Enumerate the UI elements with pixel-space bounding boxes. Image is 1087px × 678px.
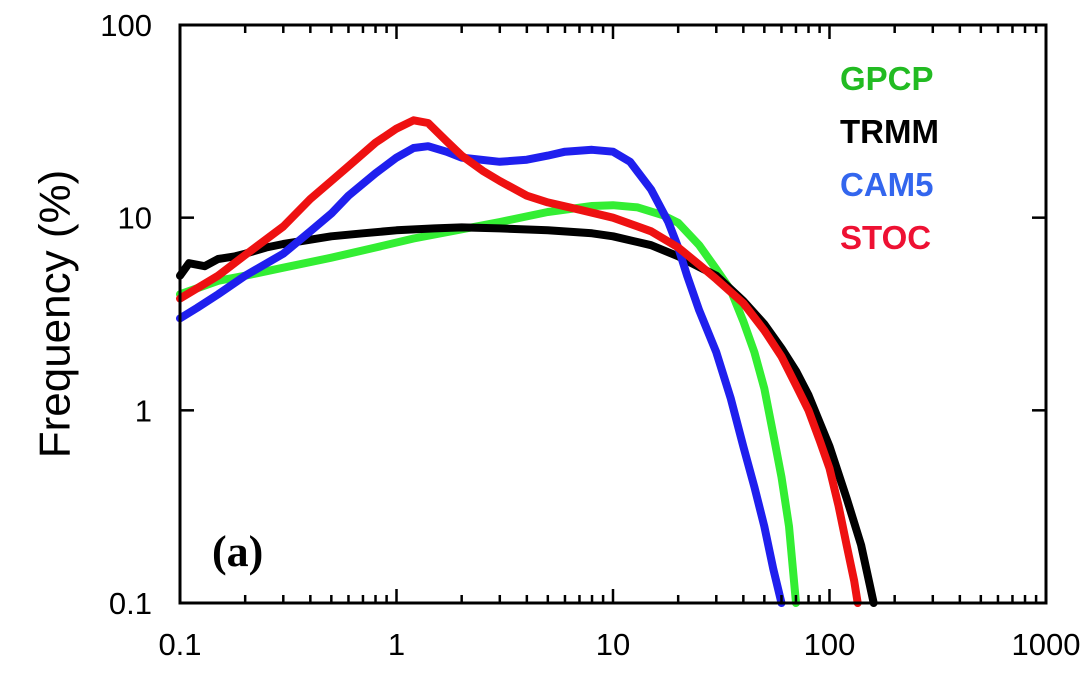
x-tick-label: 10 [596,627,630,662]
x-tick-label: 0.1 [158,627,201,662]
plot-frame [178,23,1048,605]
tick-labels-layer: 0.1 1 10 100 1000 0.1 1 10 100 [100,8,1080,662]
legend: GPCP TRMM CAM5 STOC [840,60,939,256]
y-tick-label: 10 [118,201,152,236]
series-line-cam5 [176,142,786,607]
series-layer [176,116,878,607]
legend-label-stoc: STOC [840,219,931,256]
x-tick-label: 1 [388,627,405,662]
series-line-stoc [176,116,862,607]
y-tick-label: 1 [135,393,152,428]
y-tick-label: 0.1 [109,586,152,621]
y-tick-label: 100 [100,8,152,43]
panel-label: (a) [212,527,263,576]
ticks-layer [178,23,1048,605]
legend-label-gpcp: GPCP [840,60,934,97]
legend-label-cam5: CAM5 [840,166,934,203]
y-axis-title: Frequency (%) [31,170,80,459]
legend-label-trmm: TRMM [840,113,939,150]
x-tick-label: 100 [804,627,856,662]
series-line-gpcp [176,201,800,607]
x-tick-label: 1000 [1012,627,1081,662]
